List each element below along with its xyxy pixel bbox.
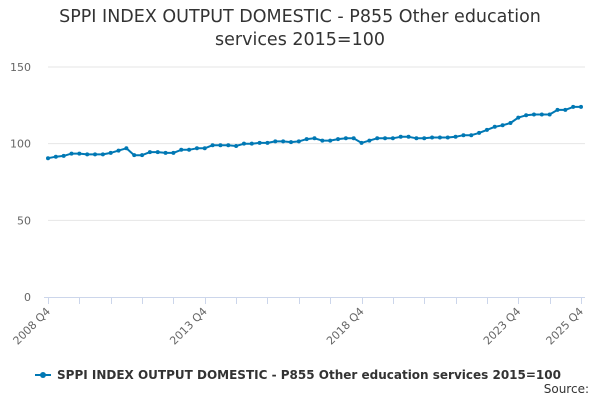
data-point [524,113,529,118]
data-point [500,123,505,128]
data-point [406,134,411,139]
data-point [288,140,293,145]
data-point [555,107,560,112]
data-point [484,127,489,132]
data-point [351,136,356,141]
data-point [69,151,74,156]
data-point [218,143,223,148]
data-point [100,152,105,157]
data-point [132,153,137,158]
source-label[interactable]: Source: [543,382,589,396]
data-point [477,130,482,135]
data-point [171,150,176,155]
data-point [445,135,450,140]
data-point [422,136,427,141]
data-point [398,134,403,139]
data-point [383,136,388,141]
data-point [461,133,466,138]
data-point [140,153,145,158]
chart-title: SPPI INDEX OUTPUT DOMESTIC - P855 Other … [0,6,600,52]
y-tick-label: 150 [10,61,31,74]
data-point [257,140,262,145]
x-tick-label: 2023 Q4 [481,305,524,348]
x-axis: 2008 Q4 2013 Q4 2018 Q4 2023 Q4 2025 Q4 [11,297,587,348]
data-point [437,135,442,140]
series-layer [46,104,583,161]
data-point [61,153,66,158]
x-tick-label: 2018 Q4 [324,305,367,348]
data-point [336,137,341,142]
data-point [210,143,215,148]
data-point [531,112,536,117]
data-point [516,115,521,120]
data-point [93,152,98,157]
y-axis: 0 50 100 150 [10,61,31,304]
data-point [249,141,254,146]
data-point [179,147,184,152]
data-point [508,120,513,125]
data-point [108,150,113,155]
data-point [234,143,239,148]
data-point [304,137,309,142]
data-point [312,136,317,141]
data-point [163,150,168,155]
y-tick-label: 100 [10,138,31,151]
y-tick-label: 50 [17,214,31,227]
data-point [194,146,199,151]
data-point [539,112,544,117]
data-point [547,112,552,117]
data-point [187,147,192,152]
data-point [241,141,246,146]
data-point [46,156,50,161]
series-line [47,105,582,160]
data-point [53,154,58,159]
data-point [202,146,207,151]
data-point [296,139,301,144]
y-tick-label: 0 [24,291,31,304]
data-point [124,146,129,151]
data-point [116,148,121,153]
data-point [579,104,583,109]
data-point [155,150,160,155]
x-tick-label: 2008 Q4 [11,305,54,348]
gridlines [48,66,585,221]
chart-title-line-1: SPPI INDEX OUTPUT DOMESTIC - P855 Other … [59,7,541,27]
data-point [390,136,395,141]
data-point [320,138,325,143]
data-point [375,136,380,141]
data-point [343,136,348,141]
data-point [273,139,278,144]
x-tick-label: 2025 Q4 [544,305,587,348]
data-point [492,124,497,129]
legend-label: SPPI INDEX OUTPUT DOMESTIC - P855 Other … [57,368,561,382]
data-point [85,152,90,157]
legend-marker [40,372,46,378]
data-point [265,140,270,145]
chart-title-line-2: services 2015=100 [215,30,385,50]
data-point [147,150,152,155]
data-point [226,143,231,148]
data-point [571,104,576,109]
data-point [367,138,372,143]
data-point [359,140,364,145]
data-point [563,107,568,112]
legend[interactable]: SPPI INDEX OUTPUT DOMESTIC - P855 Other … [35,368,561,382]
data-point [469,133,474,138]
x-tick-label: 2013 Q4 [167,305,210,348]
data-point [281,139,286,144]
data-point [328,138,333,143]
data-point [77,151,82,156]
data-point [414,136,419,141]
data-point [453,134,458,139]
data-point [430,135,435,140]
